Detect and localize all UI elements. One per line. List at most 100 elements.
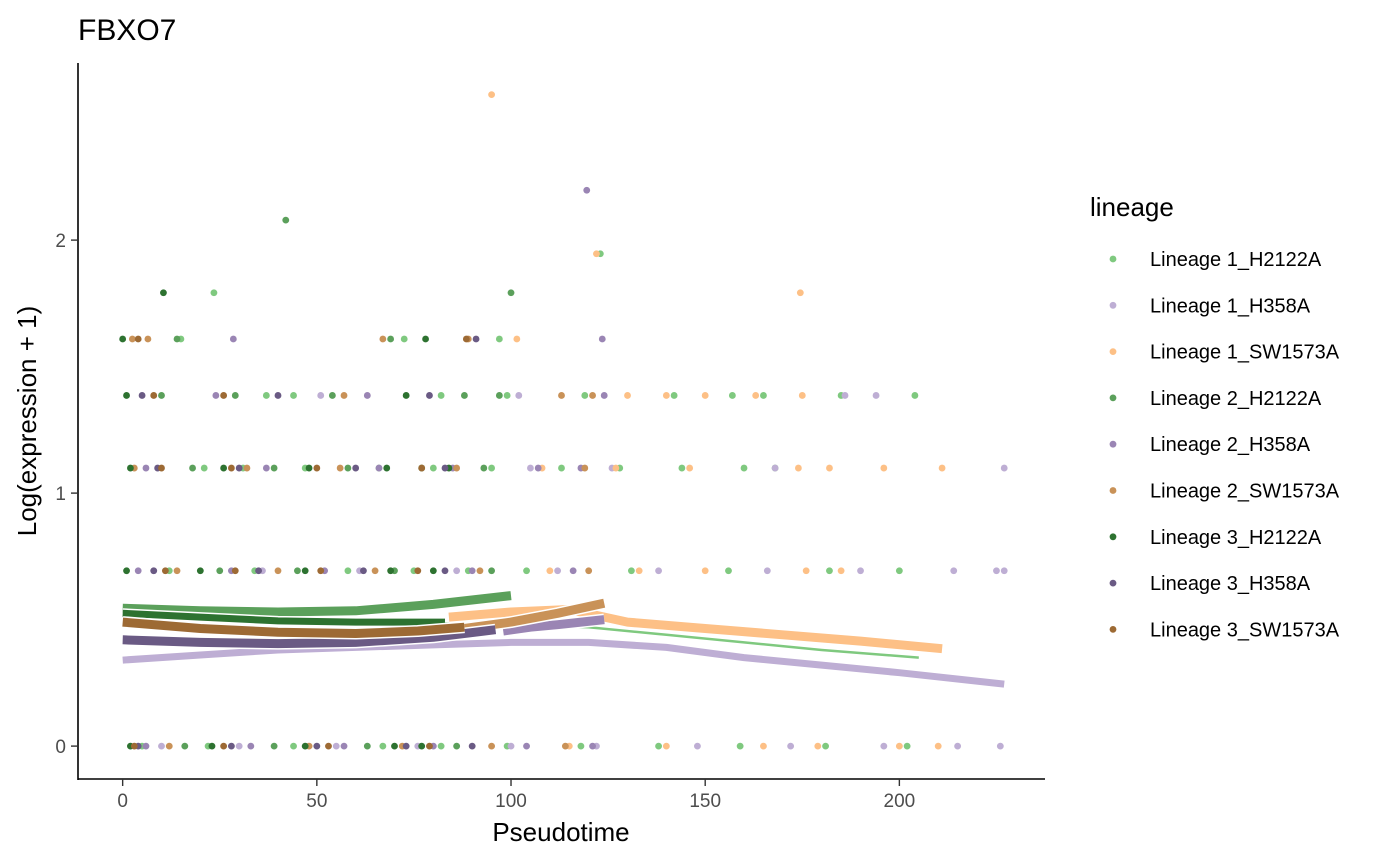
legend-items: Lineage 1_H2122A Lineage 1_H358A Lineage 1… [1109, 249, 1340, 641]
point-lineage-3-sw1573a-7 [418, 464, 426, 472]
point-lineage-1-h358a-17 [993, 567, 1000, 575]
point-lineage-1-h2122a-5 [262, 392, 270, 399]
legend-label-lineage-2-h358a: Lineage 2_H358A [1150, 434, 1311, 456]
point-lineage-3-h2122a-13 [387, 567, 395, 575]
point-lineage-1-h2122a-28 [344, 567, 352, 575]
point-lineage-1-h358a-26 [787, 742, 795, 750]
point-lineage-3-h358a-14 [313, 742, 321, 750]
point-lineage-2-h2122a-2 [173, 335, 181, 343]
point-lineage-1-h2122a-43 [655, 742, 662, 750]
legend-label-lineage-3-h358a: Lineage 3_H358A [1150, 573, 1311, 595]
point-lineage-3-h358a-13 [227, 742, 235, 750]
point-lineage-1-h358a-11 [453, 567, 461, 575]
point-lineage-3-h2122a-7 [305, 464, 313, 472]
legend-label-lineage-2-h2122a: Lineage 2_H2122A [1150, 388, 1322, 410]
point-lineage-2-h358a-6 [142, 464, 150, 472]
point-lineage-2-h2122a-11 [344, 464, 352, 472]
y-tick-label-2: 2 [55, 231, 66, 252]
point-lineage-2-h2122a-20 [363, 742, 371, 750]
point-lineage-3-h358a-7 [441, 464, 449, 472]
legend-label-lineage-1-h358a: Lineage 1_H358A [1150, 295, 1311, 317]
point-lineage-1-sw1573a-4 [624, 392, 631, 399]
point-lineage-2-h358a-7 [262, 464, 270, 472]
point-lineage-3-h358a-10 [360, 567, 367, 575]
legend-label-lineage-1-h2122a: Lineage 1_H2122A [1150, 249, 1322, 271]
point-lineage-1-h2122a-32 [628, 567, 635, 575]
smooth-line-lineage-1-sw1573a [448, 605, 943, 654]
point-lineage-3-h358a-3 [426, 392, 433, 399]
point-lineage-1-h358a-23 [507, 742, 515, 750]
point-lineage-1-h2122a-45 [822, 742, 829, 750]
legend-key-lineage-2-h358a [1109, 440, 1117, 448]
point-lineage-2-h358a-1 [229, 335, 237, 343]
point-lineage-3-h358a-2 [274, 392, 282, 399]
point-lineage-1-sw1573a-8 [798, 392, 806, 399]
point-lineage-3-h2122a-8 [383, 464, 391, 472]
point-lineage-1-h358a-27 [880, 742, 888, 750]
point-lineage-1-h2122a-40 [437, 742, 445, 750]
legend-key-lineage-3-h358a [1109, 579, 1117, 587]
point-lineage-3-sw1573a-14 [325, 742, 332, 750]
point-lineage-3-h2122a-11 [196, 567, 204, 575]
point-lineage-2-sw1573a-16 [585, 567, 593, 575]
point-lineage-3-h2122a-14 [429, 567, 437, 575]
point-lineage-3-h2122a-1 [119, 335, 127, 343]
point-lineage-3-sw1573a-15 [426, 742, 433, 750]
point-lineage-1-h358a-4 [1000, 464, 1008, 472]
point-lineage-1-h2122a-6 [290, 392, 297, 399]
point-lineage-1-h358a-28 [954, 742, 962, 750]
point-lineage-2-h358a-16 [569, 567, 577, 575]
point-lineage-2-h2122a-18 [181, 742, 189, 750]
chart-title: FBXO7 [78, 14, 176, 47]
point-lineage-3-h358a-16 [468, 742, 476, 750]
point-lineage-3-h2122a-18 [391, 742, 398, 750]
smooth-line-lineage-1-h358a [122, 638, 1005, 688]
point-lineage-2-h358a-18 [247, 742, 255, 750]
y-tick-label-0: 0 [55, 737, 66, 758]
point-lineage-1-h2122a-0 [210, 289, 218, 297]
point-lineage-1-h2122a-33 [725, 567, 732, 575]
point-lineage-1-h2122a-14 [911, 392, 919, 399]
point-lineage-2-h2122a-7 [461, 392, 468, 399]
point-lineage-1-h2122a-42 [577, 742, 585, 750]
point-lineage-1-h358a-3 [872, 392, 880, 399]
point-lineage-2-h358a-17 [142, 742, 150, 750]
smooth-line-lineage-2-h358a [502, 615, 605, 636]
legend-label-lineage-2-sw1573a: Lineage 2_SW1573A [1150, 481, 1340, 503]
plot-smooth-curves [122, 589, 1005, 690]
point-lineage-1-h358a-1 [515, 392, 523, 399]
point-lineage-2-h2122a-9 [189, 464, 196, 472]
point-lineage-3-h2122a-12 [301, 567, 309, 575]
point-lineage-2-h358a-4 [363, 392, 371, 399]
point-lineage-1-sw1573a-10 [612, 464, 620, 472]
point-lineage-2-sw1573a-0 [379, 335, 387, 343]
point-lineage-3-sw1573a-10 [317, 567, 325, 575]
point-lineage-3-sw1573a-12 [130, 742, 138, 750]
point-lineage-2-h2122a-19 [270, 742, 278, 750]
point-lineage-3-h2122a-19 [418, 742, 426, 750]
point-lineage-3-h2122a-0 [160, 289, 167, 297]
smooth-line-lineage-3-h358a [122, 625, 497, 649]
point-lineage-2-h2122a-3 [387, 335, 395, 343]
point-lineage-2-h358a-12 [134, 567, 142, 575]
point-lineage-1-h2122a-38 [290, 742, 297, 750]
point-lineage-1-h358a-2 [841, 392, 849, 399]
point-lineage-3-sw1573a-11 [414, 567, 422, 575]
point-lineage-1-h358a-5 [527, 464, 534, 472]
point-lineage-1-sw1573a-5 [662, 392, 670, 399]
point-lineage-2-h358a-3 [212, 392, 220, 399]
point-lineage-2-h2122a-6 [328, 392, 336, 399]
point-lineage-3-sw1573a-4 [158, 464, 165, 472]
y-axis-title: Log(expression + 1) [12, 306, 42, 537]
point-lineage-2-sw1573a-12 [173, 567, 181, 575]
point-lineage-2-h2122a-15 [294, 567, 301, 575]
point-lineage-1-h2122a-23 [678, 464, 686, 472]
point-lineage-3-h2122a-16 [208, 742, 216, 750]
point-lineage-1-h358a-19 [158, 742, 165, 750]
point-lineage-1-sw1573a-17 [635, 567, 643, 575]
point-lineage-3-h2122a-10 [123, 567, 130, 575]
point-lineage-3-sw1573a-2 [150, 392, 158, 399]
point-lineage-1-sw1573a-15 [938, 464, 946, 472]
point-lineage-1-h2122a-2 [400, 335, 408, 343]
point-lineage-2-h2122a-0 [282, 216, 290, 224]
